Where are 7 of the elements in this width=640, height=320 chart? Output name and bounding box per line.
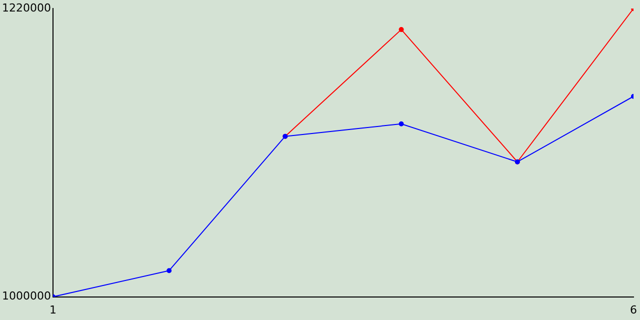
point [398, 121, 404, 126]
y-tick-label: 1220000 [2, 1, 51, 14]
point [166, 268, 172, 274]
y-tick-label: 1000000 [2, 290, 51, 303]
x-tick-label: 6 [630, 303, 637, 316]
point [398, 27, 404, 32]
x-tick-label: 1 [49, 303, 56, 316]
